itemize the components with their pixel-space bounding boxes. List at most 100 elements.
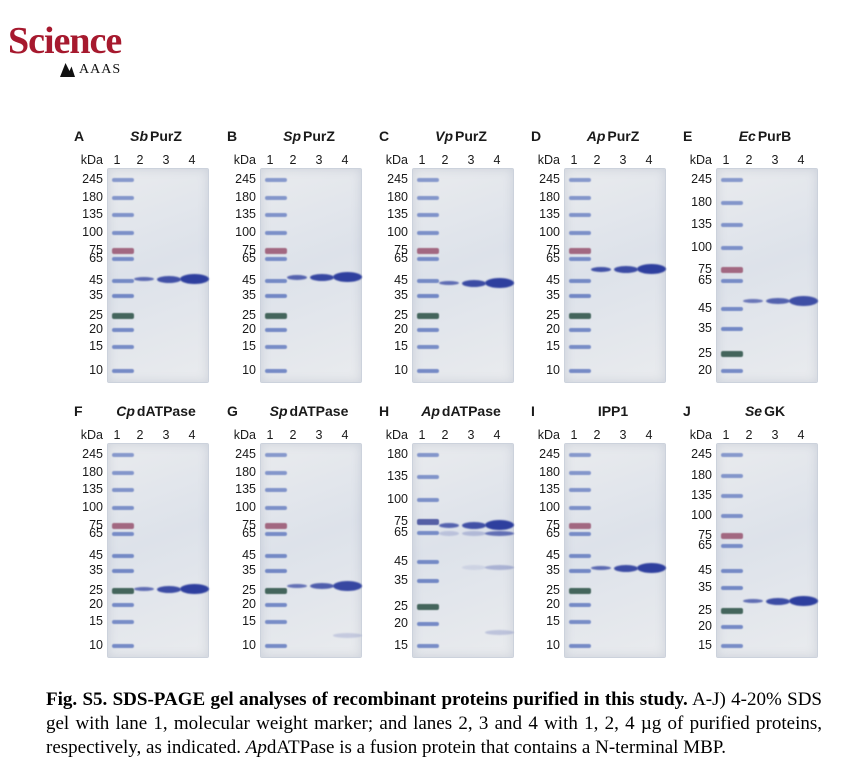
lane-label-1: 1 xyxy=(418,153,426,167)
ladder-band-135kda xyxy=(265,213,287,217)
kda-label-25: 25 xyxy=(698,346,712,360)
panel-title-protein: PurB xyxy=(757,128,792,144)
kda-label-180: 180 xyxy=(82,190,103,204)
ladder-band-45kda xyxy=(569,554,591,558)
ladder-band-15kda xyxy=(112,345,134,349)
kda-label-100: 100 xyxy=(539,225,560,239)
ladder-band-25kda xyxy=(721,351,743,357)
ladder-band-65kda xyxy=(417,531,439,535)
ladder-band-65kda xyxy=(721,544,743,548)
kda-label-180: 180 xyxy=(387,447,408,461)
kda-header: kDa xyxy=(233,153,256,167)
ladder-band-15kda xyxy=(112,620,134,624)
kda-label-15: 15 xyxy=(698,638,712,652)
ladder-band-45kda xyxy=(417,560,439,564)
ladder-band-180kda xyxy=(112,196,134,200)
ladder-band-180kda xyxy=(112,471,134,475)
kda-label-135: 135 xyxy=(82,482,103,496)
kda-label-245: 245 xyxy=(539,447,560,461)
lane-label-3: 3 xyxy=(467,428,475,442)
kda-label-25: 25 xyxy=(546,583,560,597)
ladder-band-180kda xyxy=(417,453,439,457)
kda-label-135: 135 xyxy=(539,482,560,496)
kda-label-180: 180 xyxy=(235,465,256,479)
protein-band-lane-2 xyxy=(591,266,611,272)
panel-title: Sb PurZ xyxy=(100,128,212,144)
kda-label-45: 45 xyxy=(89,548,103,562)
kda-label-20: 20 xyxy=(698,619,712,633)
kda-header: kDa xyxy=(689,153,712,167)
lane-label-4: 4 xyxy=(645,428,653,442)
ladder-band-35kda xyxy=(417,294,439,298)
protein-band-lane-2 xyxy=(743,299,763,303)
ladder-band-180kda xyxy=(265,471,287,475)
ladder-band-10kda xyxy=(112,644,134,648)
ladder-band-65kda xyxy=(112,257,134,261)
lane-label-1: 1 xyxy=(722,153,730,167)
kda-label-45: 45 xyxy=(242,548,256,562)
ladder-band-10kda xyxy=(265,644,287,648)
panel-title-protein: PurZ xyxy=(150,128,182,144)
protein-band-lane-3 xyxy=(310,273,334,281)
lane-label-1: 1 xyxy=(418,428,426,442)
kda-label-245: 245 xyxy=(235,447,256,461)
panel-title: Ec PurB xyxy=(709,128,821,144)
caption-title: Fig. S5. SDS-PAGE gel analyses of recomb… xyxy=(46,689,688,710)
panel-letter: F xyxy=(74,403,83,419)
ladder-band-35kda xyxy=(112,294,134,298)
kda-label-45: 45 xyxy=(242,273,256,287)
ladder-band-25kda xyxy=(417,313,439,319)
kda-label-100: 100 xyxy=(82,500,103,514)
kda-label-35: 35 xyxy=(394,573,408,587)
kda-label-35: 35 xyxy=(394,288,408,302)
kda-label-25: 25 xyxy=(394,308,408,322)
ladder-band-10kda xyxy=(265,369,287,373)
secondary-band-lane-4 xyxy=(332,632,362,638)
ladder-band-65kda xyxy=(112,532,134,536)
ladder-band-75kda xyxy=(112,523,134,529)
ladder-band-100kda xyxy=(417,231,439,235)
protein-band-lane-3 xyxy=(310,583,334,589)
ladder-band-245kda xyxy=(721,178,743,182)
kda-label-20: 20 xyxy=(698,363,712,377)
ladder-band-20kda xyxy=(112,328,134,332)
gel-panel-F: F Cp dATPase kDa 1 2 3 4 245 180 135 100 75 65 45 35 25 2… xyxy=(62,395,212,661)
panel-letter: E xyxy=(683,128,693,144)
lane-label-3: 3 xyxy=(162,153,170,167)
ladder-band-35kda xyxy=(112,569,134,573)
lane-label-4: 4 xyxy=(797,153,805,167)
kda-label-180: 180 xyxy=(235,190,256,204)
lane-label-2: 2 xyxy=(136,153,144,167)
lane-label-4: 4 xyxy=(645,153,653,167)
kda-label-35: 35 xyxy=(89,288,103,302)
kda-header: kDa xyxy=(689,428,712,442)
kda-label-10: 10 xyxy=(546,638,560,652)
lane-label-1: 1 xyxy=(266,428,274,442)
ladder-band-20kda xyxy=(569,603,591,607)
kda-label-100: 100 xyxy=(691,508,712,522)
lane-label-4: 4 xyxy=(797,428,805,442)
ladder-band-135kda xyxy=(569,213,591,217)
gel-panel-H: H Ap dATPase kDa 1 2 3 4 180 135 100 75 65 45 35 25 20 15 xyxy=(367,395,517,661)
ladder-band-180kda xyxy=(569,471,591,475)
kda-label-10: 10 xyxy=(242,363,256,377)
panel-title-protein: dATPase xyxy=(289,403,349,419)
panel-title: Sp PurZ xyxy=(253,128,365,144)
ladder-band-75kda xyxy=(265,248,287,254)
kda-label-15: 15 xyxy=(394,638,408,652)
lane-label-3: 3 xyxy=(771,153,779,167)
kda-label-135: 135 xyxy=(235,207,256,221)
ladder-band-25kda xyxy=(112,313,134,319)
protein-band-lane-2 xyxy=(591,566,611,570)
aaas-logo: AAAS xyxy=(60,62,121,78)
kda-label-10: 10 xyxy=(89,638,103,652)
secondary-band-lane-3 xyxy=(462,530,486,536)
ladder-band-15kda xyxy=(721,644,743,648)
gel-image xyxy=(716,168,818,383)
protein-band-lane-3 xyxy=(157,275,181,283)
secondary-band-lane-2 xyxy=(439,530,459,536)
panel-title-species: Ap xyxy=(586,128,606,144)
panel-title-protein: dATPase xyxy=(441,403,501,419)
kda-label-135: 135 xyxy=(235,482,256,496)
panel-title-protein: PurZ xyxy=(455,128,487,144)
